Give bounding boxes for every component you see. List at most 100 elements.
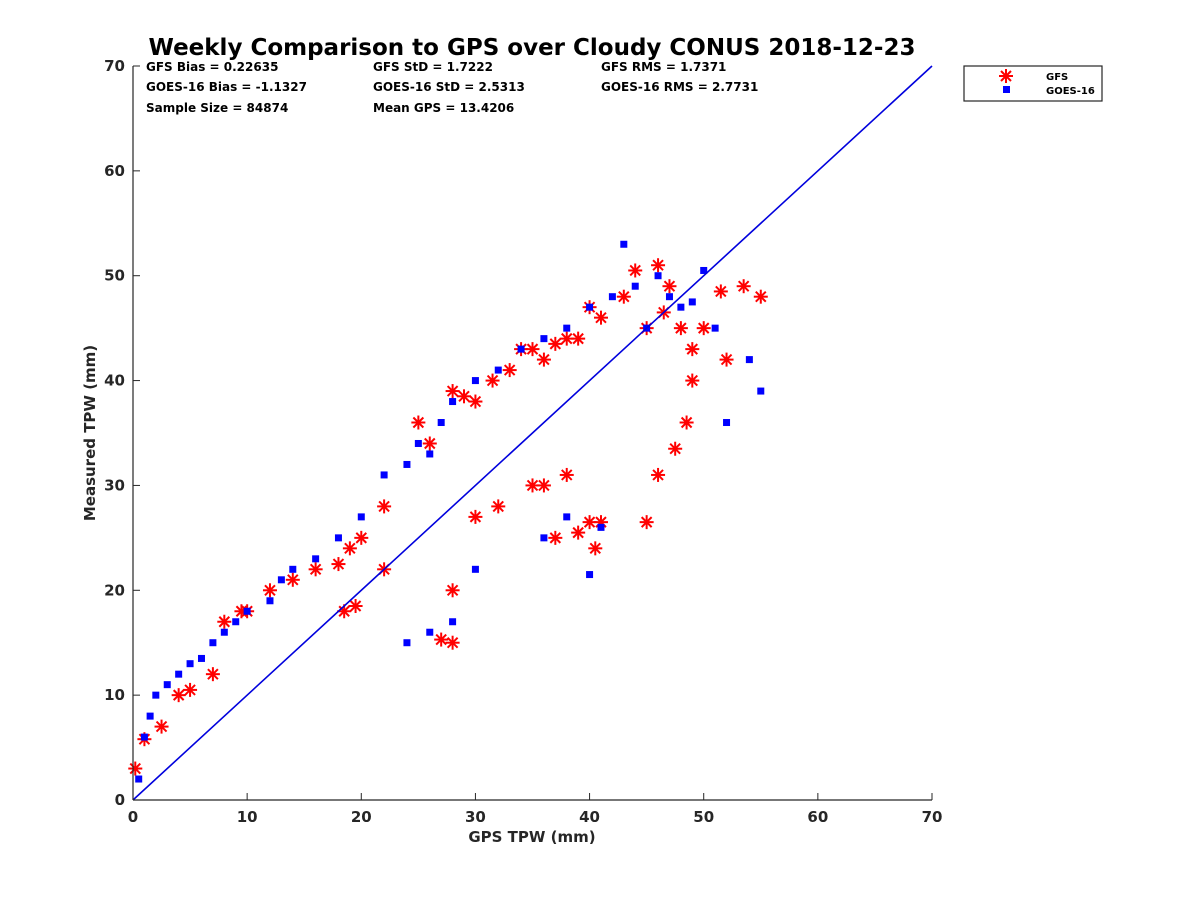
goes16-point <box>563 324 571 332</box>
gfs-point <box>713 284 728 299</box>
gfs-point <box>753 289 768 304</box>
x-tick-label: 50 <box>693 808 714 826</box>
gfs-point <box>536 352 551 367</box>
goes16-point <box>449 618 457 626</box>
gfs-point <box>571 331 586 346</box>
gfs-point <box>548 530 563 545</box>
gfs-point <box>445 635 460 650</box>
goes16-point <box>175 670 183 678</box>
goes16-point <box>152 691 160 699</box>
gfs-point <box>628 263 643 278</box>
gfs-point <box>285 572 300 587</box>
goes16-point <box>209 639 217 647</box>
goes16-point <box>312 555 320 563</box>
gfs-point <box>171 688 186 703</box>
goes16-point <box>403 639 411 647</box>
stats-annotations: GFS Bias = 0.22635 GFS StD = 1.7222 GFS … <box>146 60 758 115</box>
one-to-one-line <box>132 65 933 801</box>
gfs-point <box>457 389 472 404</box>
plot-area <box>128 65 933 801</box>
y-tick-label: 60 <box>104 162 125 180</box>
goes16-point <box>494 366 502 374</box>
gfs-point <box>468 509 483 524</box>
goes16-point <box>277 576 285 584</box>
x-tick-label: 60 <box>807 808 828 826</box>
legend-gfs-marker <box>999 69 1013 83</box>
y-tick-label: 20 <box>104 581 125 599</box>
goes16-point <box>186 660 194 668</box>
y-tick-label: 70 <box>104 57 125 75</box>
goes16-point <box>403 460 411 468</box>
goes16-point <box>665 293 673 301</box>
goes16-point <box>357 513 365 521</box>
goes16-point <box>586 571 594 579</box>
gfs-point <box>582 515 597 530</box>
stat-gfs-std: GFS StD = 1.7222 <box>373 60 493 74</box>
goes16-point <box>266 597 274 605</box>
gfs-point <box>183 682 198 697</box>
goes16-point <box>597 523 605 531</box>
gfs-point <box>485 373 500 388</box>
gfs-point <box>679 415 694 430</box>
gfs-point <box>616 289 631 304</box>
stat-mean-gps: Mean GPS = 13.4206 <box>373 101 514 115</box>
y-tick-label: 40 <box>104 372 125 390</box>
gfs-point <box>154 719 169 734</box>
goes16-point <box>232 618 240 626</box>
gfs-point <box>331 557 346 572</box>
gfs-point <box>468 394 483 409</box>
legend-box <box>963 65 1103 102</box>
goes16-point <box>471 565 479 573</box>
goes16-point <box>146 712 154 720</box>
gfs-point <box>354 530 369 545</box>
y-axis-ticks: 0 10 20 30 40 50 60 70 <box>104 57 140 809</box>
goes16-point <box>620 240 628 248</box>
gfs-point <box>348 599 363 614</box>
goes16-point <box>220 628 228 636</box>
legend: GFS GOES-16 <box>963 65 1103 102</box>
gfs-point <box>593 310 608 325</box>
goes16-point <box>745 356 753 364</box>
gfs-point <box>673 321 688 336</box>
goes16-point <box>163 681 171 689</box>
goes16-point <box>243 607 251 615</box>
gfs-point <box>736 279 751 294</box>
series-goes-16 <box>135 240 765 783</box>
y-tick-label: 0 <box>115 791 125 809</box>
gfs-point <box>685 373 700 388</box>
gfs-point <box>662 279 677 294</box>
stat-gfs-bias: GFS Bias = 0.22635 <box>146 60 278 74</box>
goes16-point <box>471 377 479 385</box>
goes16-point <box>563 513 571 521</box>
goes16-point <box>449 398 457 406</box>
y-axis-title: Measured TPW (mm) <box>81 345 99 521</box>
goes16-point <box>757 387 765 395</box>
stat-goes-rms: GOES-16 RMS = 2.7731 <box>601 80 758 94</box>
gfs-point <box>308 562 323 577</box>
goes16-point <box>608 293 616 301</box>
goes16-point <box>414 439 422 447</box>
gfs-point <box>434 632 449 647</box>
gfs-point <box>491 499 506 514</box>
goes16-point <box>289 565 297 573</box>
goes16-point <box>723 419 731 427</box>
goes16-point <box>135 775 143 783</box>
goes16-point <box>631 282 639 290</box>
gfs-point <box>422 436 437 451</box>
goes16-point <box>711 324 719 332</box>
gfs-point <box>696 321 711 336</box>
goes16-point <box>334 534 342 542</box>
x-tick-label: 10 <box>237 808 258 826</box>
stat-goes-bias: GOES-16 Bias = -1.1327 <box>146 80 307 94</box>
gfs-point <box>262 583 277 598</box>
gfs-point <box>128 761 143 776</box>
legend-goes-label: GOES-16 <box>1046 86 1095 97</box>
gfs-point <box>685 342 700 357</box>
goes16-point <box>517 345 525 353</box>
x-tick-label: 0 <box>128 808 138 826</box>
stat-sample-size: Sample Size = 84874 <box>146 101 288 115</box>
goes16-point <box>586 303 594 311</box>
goes16-point <box>140 733 148 741</box>
gfs-point <box>639 515 654 530</box>
